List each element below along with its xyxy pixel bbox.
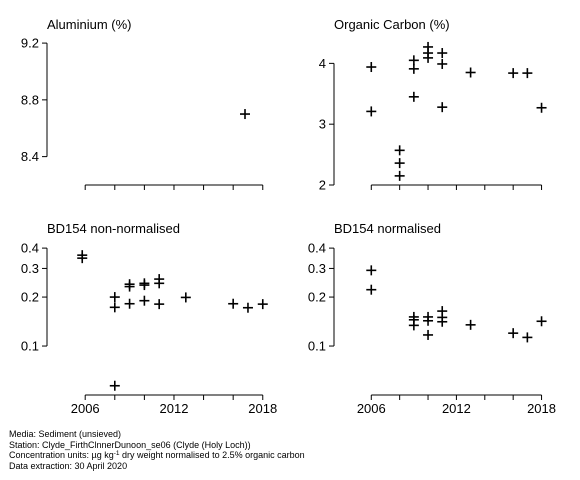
- data-point-marker: [437, 316, 448, 327]
- data-point-marker: [508, 68, 519, 79]
- panel-title: Aluminium (%): [47, 17, 132, 32]
- data-point-marker: [240, 109, 251, 120]
- panel-bd154-non-normalised: BD154 non-normalised 0.1 0.2 0.3 0.4 2006 2012…: [21, 221, 277, 416]
- footer-units: Concentration units: µg kg-1 dry weight …: [9, 450, 305, 461]
- x-tick-label: 2012: [160, 401, 189, 416]
- data-point-marker: [109, 302, 120, 313]
- data-point-marker: [437, 58, 448, 69]
- data-point-marker: [508, 328, 519, 339]
- data-point-marker: [408, 63, 419, 74]
- data-point-marker: [366, 62, 377, 73]
- data-point-marker: [522, 332, 533, 343]
- y-tick-label: 4: [319, 56, 326, 71]
- y-tick-label: 0.2: [21, 290, 39, 305]
- data-point-marker: [394, 145, 405, 156]
- y-tick-label: 3: [319, 117, 326, 132]
- footer-extraction: Data extraction: 30 April 2020: [9, 460, 128, 471]
- y-tick-label: 0.4: [21, 241, 39, 256]
- x-tick-label: 2012: [442, 401, 471, 416]
- data-point-marker: [536, 102, 547, 113]
- data-point-marker: [408, 55, 419, 66]
- y-tick-label: 0.4: [308, 241, 326, 256]
- data-point-marker: [437, 102, 448, 113]
- footer-units-suffix: dry weight normalised to 2.5% organic ca…: [119, 450, 305, 461]
- data-point-marker: [394, 170, 405, 181]
- panel-title: Organic Carbon (%): [334, 17, 450, 32]
- data-point-marker: [124, 298, 135, 309]
- y-tick-label: 2: [319, 178, 326, 193]
- panel-title: BD154 non-normalised: [47, 221, 180, 236]
- data-point-marker: [394, 158, 405, 169]
- y-tick-label: 8.8: [21, 92, 39, 107]
- footer-media: Media: Sediment (unsieved): [9, 429, 122, 439]
- data-point-marker: [423, 329, 434, 340]
- data-point-marker: [522, 68, 533, 79]
- data-point-marker: [180, 292, 191, 303]
- data-point-marker: [408, 320, 419, 331]
- footer-station: Station: Clyde_FirthClnnerDunoon_se06 (C…: [9, 439, 251, 450]
- y-tick-label: 0.3: [21, 261, 39, 276]
- x-tick-label: 2018: [248, 401, 277, 416]
- data-point-marker: [423, 52, 434, 63]
- footer-notes: Media: Sediment (unsieved) Station: Clyd…: [9, 429, 305, 471]
- x-tick-label: 2018: [527, 401, 556, 416]
- footer-units-exponent: -1: [113, 450, 120, 458]
- footer-units-prefix: Concentration units: µg kg: [9, 450, 114, 461]
- x-tick-label: 2006: [71, 401, 100, 416]
- y-tick-label: 8.4: [21, 149, 39, 164]
- panel-aluminium: Aluminium (%) 8.4 8.8 9.2: [21, 17, 264, 190]
- panel-bd154-normalised: BD154 normalised 0.1 0.2 0.3 0.4 2006 2012 2018: [308, 221, 556, 416]
- data-point-marker: [228, 298, 239, 309]
- data-point-marker: [154, 278, 165, 289]
- y-tick-label: 0.2: [308, 290, 326, 305]
- panel-organic-carbon: Organic Carbon (%) 2 3 4: [319, 17, 547, 193]
- data-point-marker: [124, 281, 135, 292]
- y-tick-label: 9.2: [21, 36, 39, 51]
- data-point-marker: [437, 48, 448, 59]
- data-point-marker: [139, 295, 150, 306]
- y-tick-label: 0.3: [308, 261, 326, 276]
- data-point-marker: [366, 284, 377, 295]
- data-point-marker: [154, 299, 165, 310]
- data-point-marker: [465, 319, 476, 330]
- data-point-marker: [139, 280, 150, 291]
- data-point-marker: [77, 253, 88, 264]
- data-point-marker: [366, 265, 377, 276]
- data-point-marker: [109, 380, 120, 391]
- data-point-marker: [465, 67, 476, 78]
- data-point-marker: [366, 106, 377, 117]
- y-tick-label: 0.1: [308, 339, 326, 354]
- data-point-marker: [536, 316, 547, 327]
- data-point-marker: [109, 292, 120, 303]
- x-tick-label: 2006: [357, 401, 386, 416]
- data-point-marker: [257, 299, 268, 310]
- data-point-marker: [242, 302, 253, 313]
- data-point-marker: [423, 315, 434, 326]
- data-point-marker: [408, 91, 419, 102]
- y-tick-label: 0.1: [21, 339, 39, 354]
- panel-title: BD154 normalised: [334, 221, 441, 236]
